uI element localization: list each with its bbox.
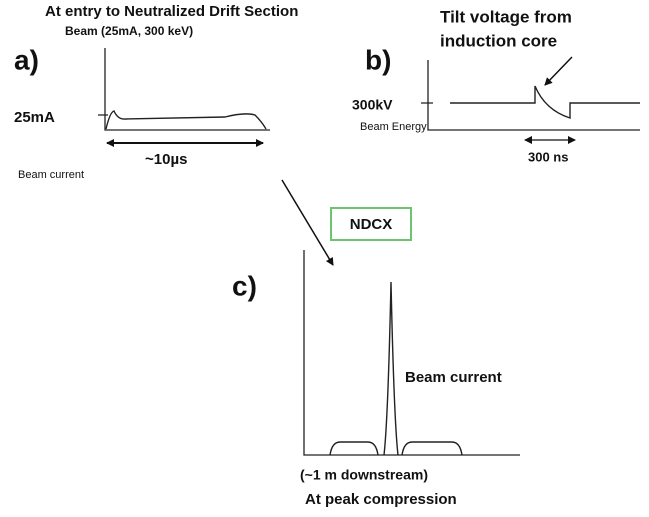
voltage-curve: [450, 85, 640, 119]
span-label: ~10µs: [145, 151, 187, 168]
peak: [383, 281, 399, 456]
pointer-arrow: [544, 56, 573, 86]
axis-caption: Beam Energy: [360, 121, 427, 133]
caption: (~1 m downstream): [300, 467, 428, 483]
annotation: Beam current: [405, 369, 502, 386]
label-box: [330, 207, 412, 241]
annotation: Tilt voltage from: [440, 7, 572, 26]
panel-subtitle: Beam (25mA, 300 keV): [65, 24, 193, 38]
panel-label: a): [14, 44, 39, 75]
pedestal: [329, 441, 463, 456]
flow-arrow: [281, 179, 334, 266]
span-label: 300 ns: [528, 149, 568, 164]
beam-curve: [105, 110, 267, 130]
y-label: 25mA: [14, 109, 55, 126]
caption: Beam current: [18, 169, 84, 181]
annotation: induction core: [440, 31, 557, 50]
panel-label: b): [365, 44, 391, 75]
axes: [303, 250, 520, 456]
panel-label: c): [232, 270, 257, 301]
arrow-label: NDCX: [350, 216, 393, 233]
caption: At peak compression: [305, 491, 457, 508]
axes: [421, 60, 640, 131]
axes: [98, 48, 270, 131]
title: At entry to Neutralized Drift Section: [45, 3, 298, 20]
y-label: 300kV: [352, 97, 393, 113]
